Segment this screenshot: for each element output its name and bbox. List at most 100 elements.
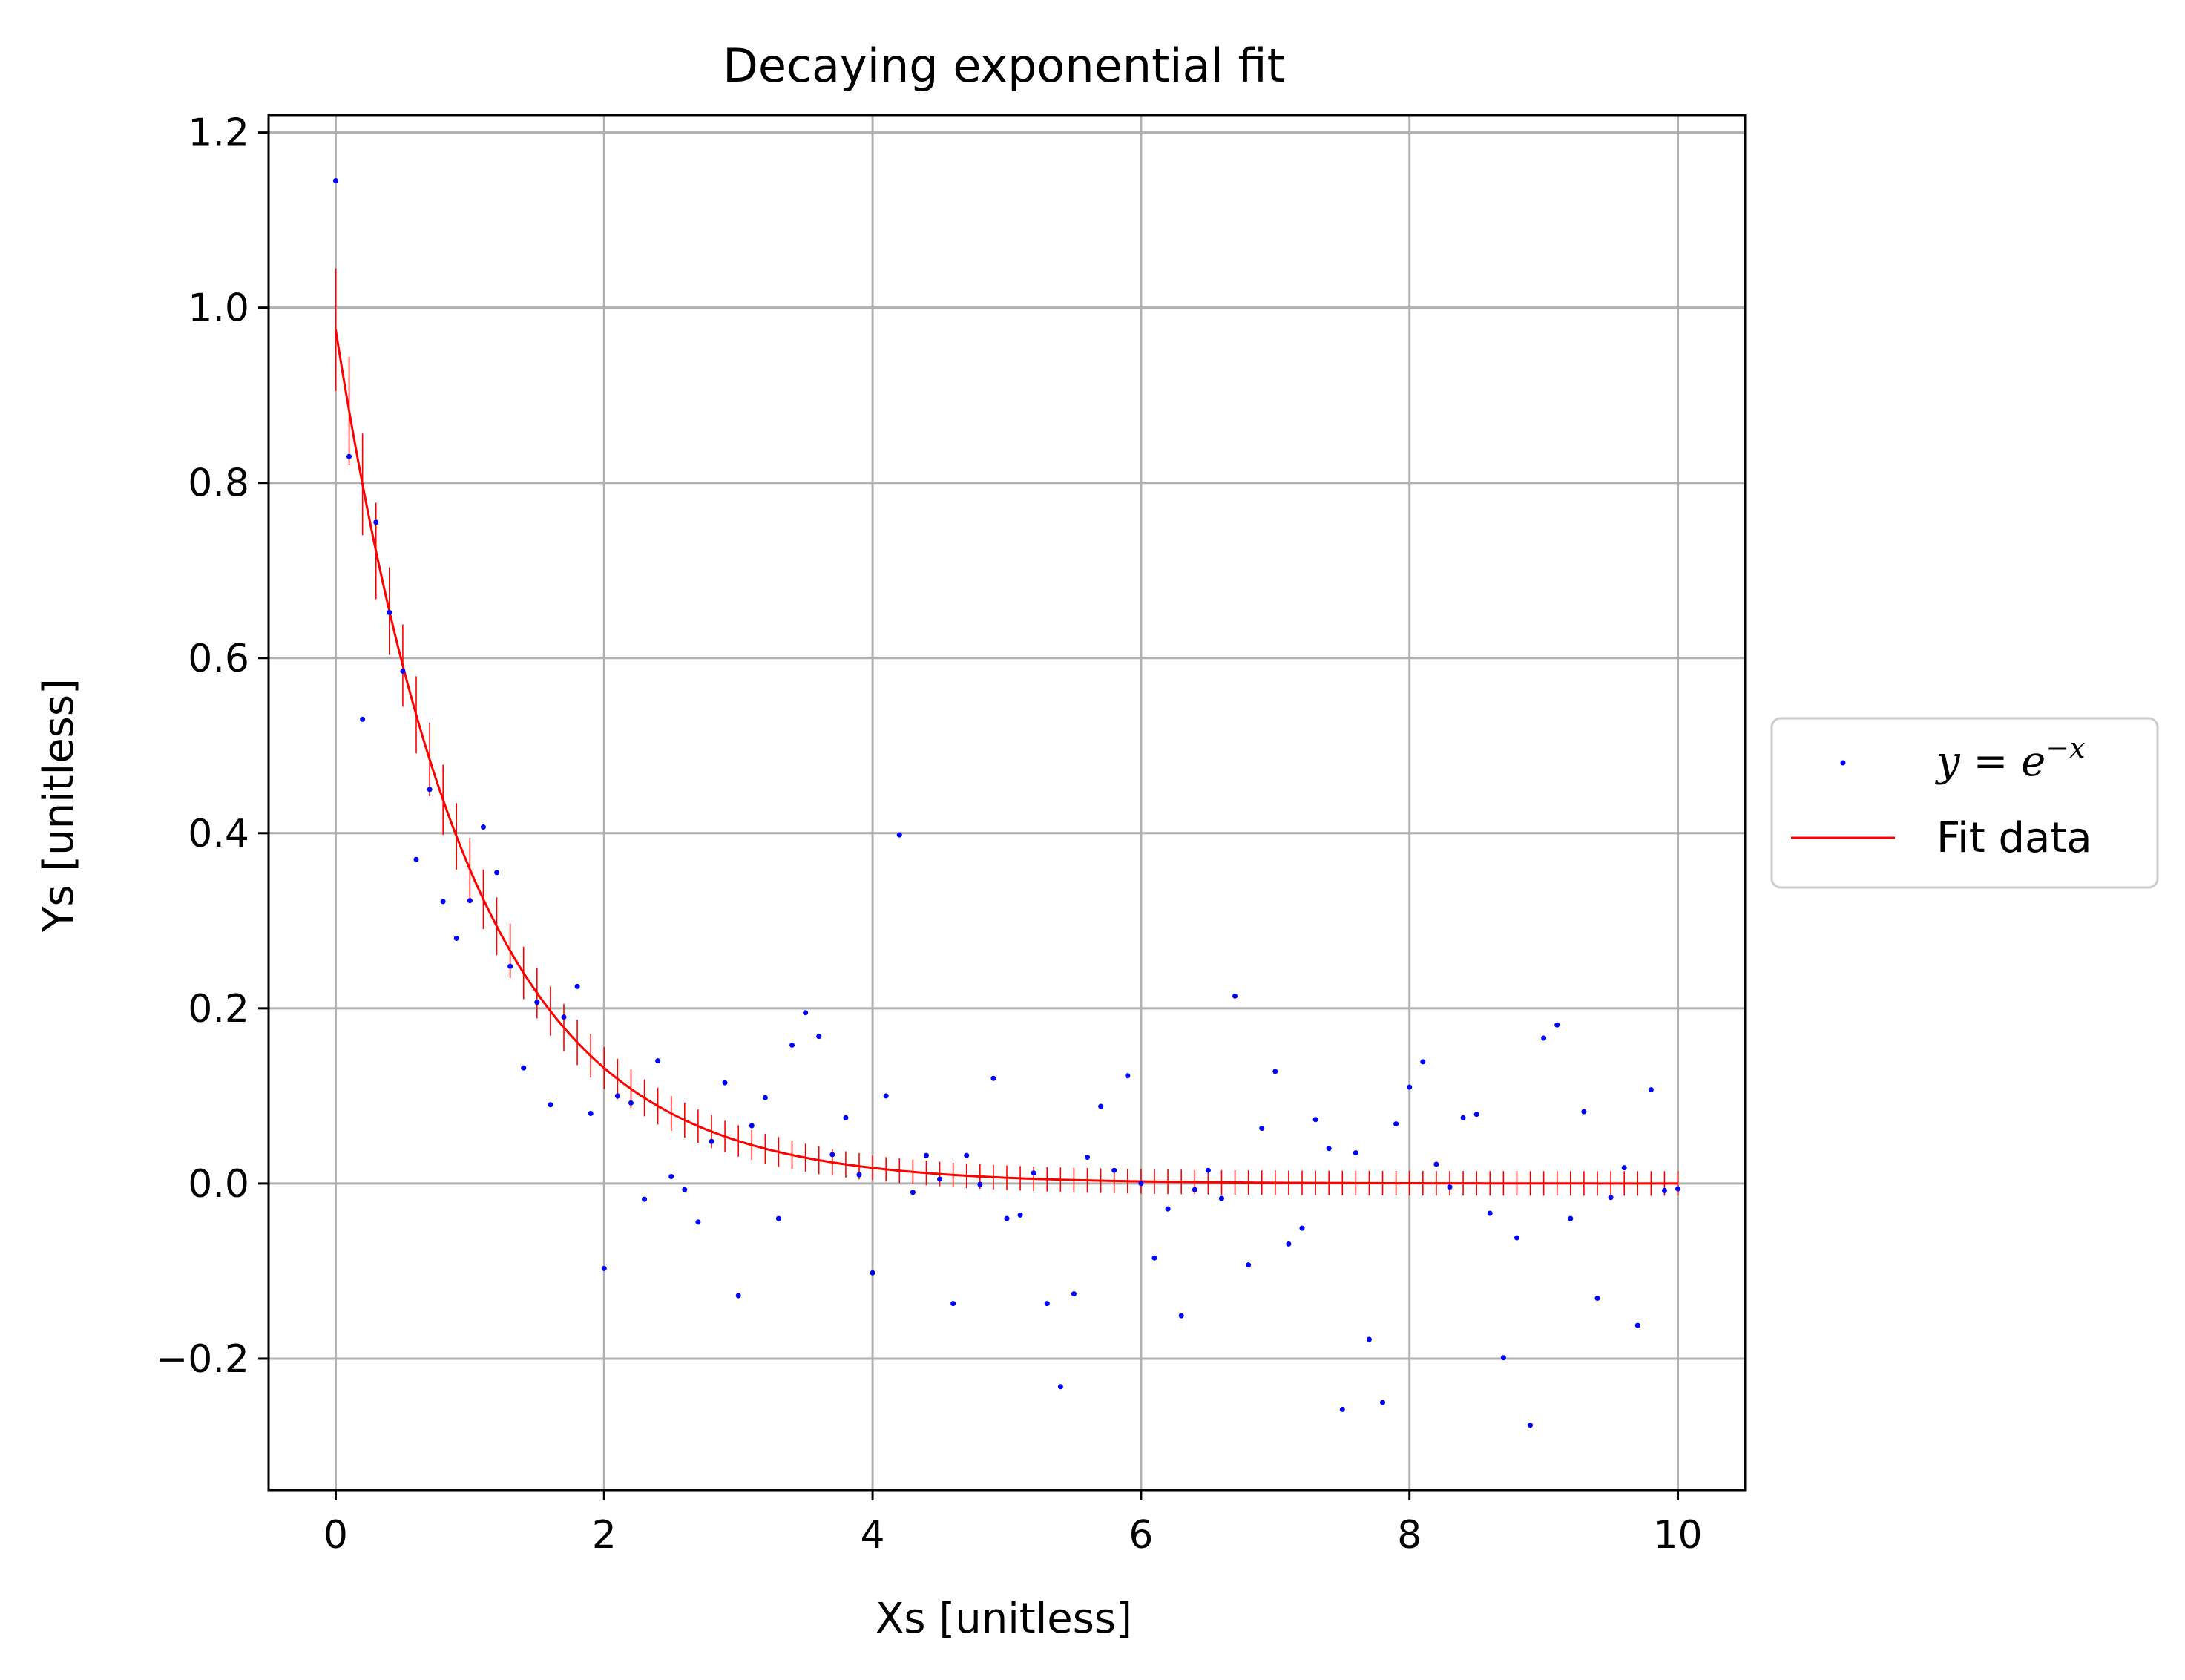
scatter-point <box>843 1115 849 1120</box>
scatter-point <box>950 1301 956 1307</box>
x-tick-label: 10 <box>1653 1513 1702 1558</box>
scatter-point <box>1675 1186 1681 1192</box>
legend-box <box>1770 717 2159 889</box>
scatter-point <box>1085 1155 1091 1161</box>
scatter-point <box>642 1196 648 1202</box>
scatter-point <box>1326 1146 1332 1152</box>
scatter-point <box>1568 1215 1574 1221</box>
legend: y = e−x Fit data <box>1770 717 2159 889</box>
x-tick-label: 8 <box>1397 1513 1422 1558</box>
scatter-point <box>601 1265 607 1271</box>
scatter-point <box>1648 1087 1654 1093</box>
scatter-point <box>1044 1301 1050 1307</box>
scatter-point <box>1004 1215 1010 1221</box>
scatter-point <box>1420 1059 1426 1065</box>
fit-series <box>334 268 1679 1196</box>
scatter-point <box>856 1172 862 1178</box>
scatter-point <box>1111 1167 1117 1173</box>
scatter-point <box>829 1152 835 1158</box>
y-axis-label: Ys [unitless] <box>35 678 83 933</box>
scatter-point <box>1151 1255 1157 1261</box>
scatter-point <box>1554 1022 1560 1028</box>
scatter-point <box>1528 1423 1534 1428</box>
scatter-point <box>775 1215 781 1221</box>
scatter-point <box>803 1010 809 1016</box>
x-tick-label: 0 <box>323 1513 348 1558</box>
legend-label-scatter-exponent: −x <box>2046 732 2085 764</box>
scatter-point <box>1366 1336 1372 1342</box>
y-axis: −0.2 0.0 0.2 0.4 0.6 0.8 1.0 1.2 <box>156 111 269 1382</box>
scatter-point <box>1407 1084 1413 1090</box>
scatter-point <box>1339 1406 1345 1412</box>
x-axis: 0 2 4 6 8 10 <box>323 1490 1703 1558</box>
scatter-point <box>1634 1322 1640 1328</box>
scatter-point <box>762 1095 768 1100</box>
scatter-point <box>440 899 446 905</box>
scatter-point <box>816 1034 822 1040</box>
scatter-point <box>1232 993 1238 999</box>
y-tick-label: 0.4 <box>188 812 249 856</box>
scatter-point <box>628 1100 634 1106</box>
scatter-point <box>695 1219 701 1225</box>
scatter-point <box>722 1080 728 1086</box>
scatter-point <box>507 963 513 969</box>
scatter-point <box>427 787 433 793</box>
scatter-point <box>1299 1225 1305 1231</box>
scatter-point <box>1031 1170 1036 1176</box>
scatter-point <box>574 983 580 989</box>
scatter-point <box>1218 1195 1224 1201</box>
legend-label-scatter: y = e−x <box>1934 732 2086 786</box>
y-tick-label: 0.8 <box>188 462 249 506</box>
y-tick-label: 1.2 <box>188 111 249 156</box>
grid <box>269 115 1745 1490</box>
scatter-point <box>614 1093 620 1099</box>
scatter-point <box>789 1042 795 1048</box>
scatter-point <box>1312 1117 1318 1123</box>
scatter-point <box>1246 1262 1252 1268</box>
scatter-point <box>1178 1313 1184 1319</box>
scatter-point <box>1621 1165 1627 1171</box>
y-tick-label: 1.0 <box>188 286 249 331</box>
scatter-point <box>1017 1212 1023 1218</box>
scatter-point <box>1138 1181 1144 1187</box>
axes-background <box>269 115 1745 1490</box>
scatter-point <box>977 1181 983 1187</box>
scatter-point <box>1071 1291 1077 1297</box>
chart-title: Decaying exponential fit <box>723 39 1285 93</box>
scatter-point <box>1594 1296 1600 1302</box>
legend-label-scatter-base: y = e <box>1934 738 2046 786</box>
scatter-point <box>387 609 392 615</box>
scatter-point <box>453 935 459 941</box>
scatter-point <box>1205 1167 1211 1173</box>
scatter-point <box>494 870 500 876</box>
plot-area <box>267 114 1747 1492</box>
fit-line <box>334 329 1678 1185</box>
x-axis-label: Xs [unitless] <box>875 1595 1132 1643</box>
y-tick-label: 0.6 <box>188 637 249 681</box>
legend-item-scatter: y = e−x <box>1840 732 2086 786</box>
scatter-point <box>1192 1187 1197 1192</box>
x-tick-label: 6 <box>1128 1513 1153 1558</box>
scatter-point <box>1098 1103 1104 1109</box>
scatter-point <box>1500 1355 1506 1361</box>
scatter-point <box>561 1014 567 1020</box>
x-tick-label: 2 <box>592 1513 617 1558</box>
scatter-point <box>1473 1112 1479 1118</box>
scatter-point <box>346 453 352 459</box>
scatter-point <box>735 1293 741 1299</box>
scatter-point <box>1286 1241 1292 1247</box>
scatter-point <box>1487 1210 1493 1216</box>
scatter-point <box>521 1065 527 1071</box>
scatter-point <box>896 832 902 838</box>
scatter-point <box>400 668 406 674</box>
scatter-point <box>937 1176 943 1182</box>
scatter-point <box>1460 1115 1466 1120</box>
scatter-point <box>1125 1073 1131 1079</box>
scatter-point <box>910 1190 916 1195</box>
scatter-point <box>883 1093 889 1099</box>
scatter-point <box>548 1102 553 1108</box>
scatter-point <box>964 1152 970 1158</box>
scatter-point <box>1541 1035 1547 1041</box>
scatter-point <box>1581 1109 1587 1115</box>
